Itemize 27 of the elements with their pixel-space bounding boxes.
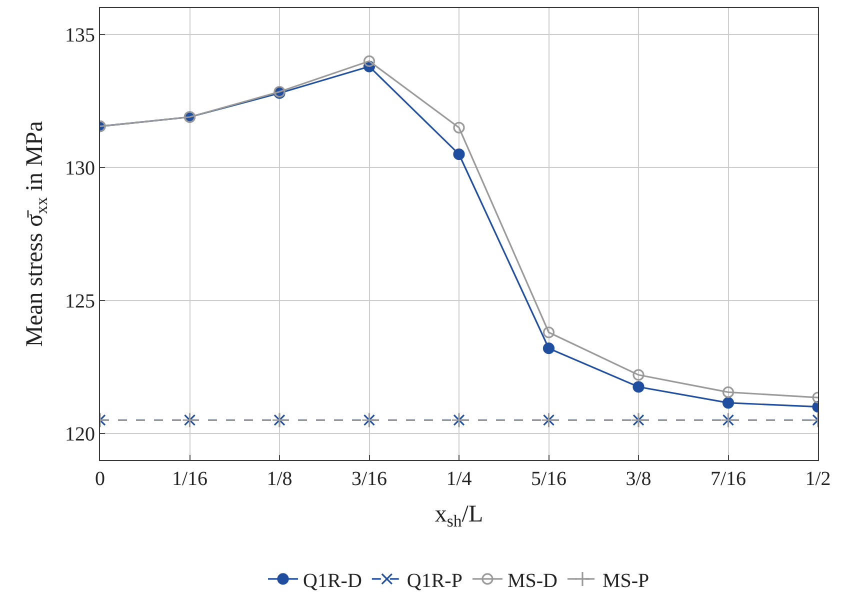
point: [632, 381, 644, 393]
x-tick-label: 1/16: [172, 468, 208, 490]
point: [363, 55, 376, 67]
x-tick-label: 0: [95, 468, 105, 490]
point: [453, 148, 465, 160]
x-axis-title: x$_{sh}$/L: [434, 501, 484, 530]
point: [542, 342, 555, 354]
x-tick-label: 1/8: [266, 468, 292, 490]
y-tick-label: 130: [65, 158, 95, 180]
y-tick-label: 135: [65, 24, 95, 47]
legend-label: MS-P: [602, 570, 650, 592]
y-tick-label: 125: [65, 290, 95, 312]
y-tick-label: 120: [65, 423, 95, 446]
legend-label: MS-D: [507, 570, 558, 592]
point: [542, 326, 555, 338]
x-tick-label: 3/16: [351, 468, 388, 490]
x-tick-label: 7/16: [710, 468, 746, 490]
point: [632, 369, 644, 381]
x-tick-label: 3/8: [626, 468, 652, 490]
point: [453, 122, 465, 134]
x-tick-label: 5/16: [530, 468, 567, 490]
legend-label: Q1R-D: [303, 570, 362, 592]
point: [722, 397, 734, 409]
x-tick-label: 1/4: [446, 468, 472, 490]
x-tick-label: 1/2: [805, 468, 831, 490]
point: [722, 386, 734, 398]
legend-label: Q1R-P: [406, 570, 462, 592]
